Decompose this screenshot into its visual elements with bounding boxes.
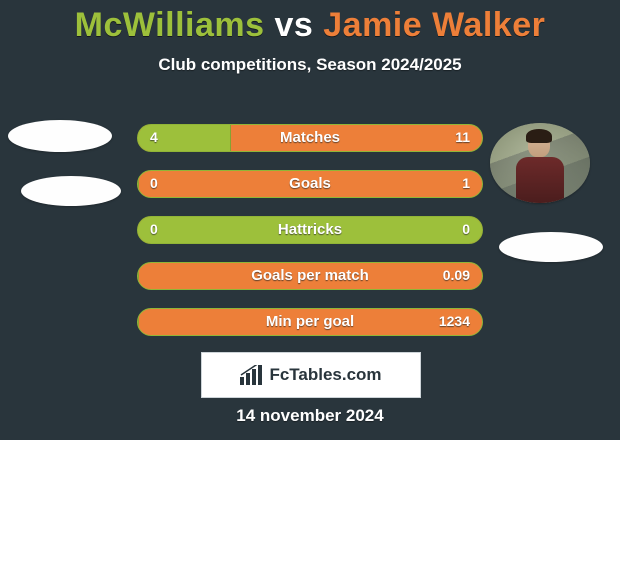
date-text: 14 november 2024 <box>0 406 620 426</box>
stat-bar: Goals per match0.09 <box>137 262 483 290</box>
left-ornament-blob <box>21 176 121 206</box>
stat-label: Goals per match <box>138 267 482 284</box>
stat-bar: 0Goals1 <box>137 170 483 198</box>
branding-badge[interactable]: FcTables.com <box>201 352 421 398</box>
stat-label: Hattricks <box>138 221 482 238</box>
player2-name: Jamie Walker <box>323 6 545 44</box>
stat-value-right: 11 <box>455 129 470 145</box>
comparison-card: McWilliams vs Jamie Walker Club competit… <box>0 0 620 440</box>
stat-bar: Min per goal1234 <box>137 308 483 336</box>
stat-label: Min per goal <box>138 313 482 330</box>
bar-chart-icon <box>240 365 262 385</box>
comparison-subtitle: Club competitions, Season 2024/2025 <box>0 55 620 75</box>
stat-bars: 4Matches110Goals10Hattricks0Goals per ma… <box>137 124 483 354</box>
right-ornament-blob <box>499 232 603 262</box>
stat-value-right: 1234 <box>439 313 470 329</box>
player2-avatar <box>490 123 590 203</box>
stat-label: Matches <box>138 129 482 146</box>
left-ornament-blob <box>8 120 112 152</box>
stat-value-right: 0.09 <box>443 267 470 283</box>
player1-name: McWilliams <box>75 6 265 44</box>
stat-value-right: 0 <box>462 221 470 237</box>
stat-bar: 4Matches11 <box>137 124 483 152</box>
stat-bar: 0Hattricks0 <box>137 216 483 244</box>
branding-text: FcTables.com <box>269 365 381 385</box>
stat-value-right: 1 <box>462 175 470 191</box>
comparison-title: McWilliams vs Jamie Walker <box>0 0 620 45</box>
stat-label: Goals <box>138 175 482 192</box>
versus-word: vs <box>274 6 313 44</box>
